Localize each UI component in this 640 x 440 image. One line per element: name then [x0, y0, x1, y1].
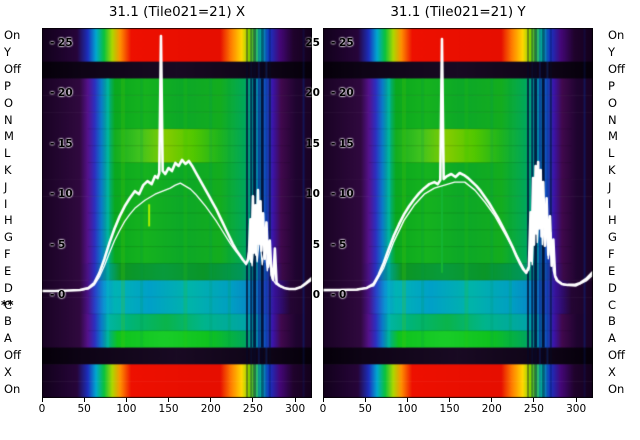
row-label-left-n-5: N [4, 112, 13, 127]
row-label-right-m-6: M [608, 129, 618, 144]
row-label-left-a-18: A [4, 331, 12, 346]
x-tick-mark-0-150 [168, 398, 170, 402]
row-label-left-off-19: Off [4, 347, 21, 362]
row-label-right-n-5: N [608, 112, 617, 127]
row-label-right-d-15: D [608, 280, 617, 295]
x-tick-label-0-200: 200 [200, 403, 221, 415]
y-tick-inner-y-5: - 5 [331, 238, 347, 251]
x-tick-label-0-0: 0 [38, 403, 46, 415]
row-label-right-o-4: O [608, 95, 618, 110]
row-label-right-a-18: A [608, 331, 616, 346]
row-label-left-g-12: G [4, 230, 13, 245]
x-tick-label-1-300: 300 [566, 403, 587, 415]
row-label-left-c-16: C [4, 297, 13, 312]
star-marker: ** [1, 297, 14, 312]
row-label-right-l-7: L [608, 146, 615, 161]
y-tick-inner-x-20: - 20 [50, 87, 73, 100]
y-tick-inner-y-15: - 15 [331, 137, 354, 150]
y-tick-gap-5: 5 [312, 238, 320, 251]
y-tick-gap-0: 0 [312, 289, 320, 301]
row-label-left-d-15: D [4, 280, 13, 295]
x-tick-label-1-150: 150 [439, 403, 460, 415]
row-label-right-off-2: Off [608, 62, 625, 77]
x-tick-label-1-50: 50 [358, 403, 372, 415]
row-label-right-off-19: Off [608, 347, 625, 362]
y-tick-inner-x-5: - 5 [50, 238, 66, 251]
row-label-left-p-3: P [4, 78, 11, 93]
x-tick-label-1-250: 250 [523, 403, 544, 415]
x-tick-label-0-250: 250 [242, 403, 263, 415]
row-label-right-f-13: F [608, 247, 615, 262]
row-label-left-b-17: B [4, 314, 12, 329]
row-label-right-on-21: On [608, 381, 625, 396]
row-label-left-j-9: J [4, 179, 8, 194]
row-label-left-off-2: Off [4, 62, 21, 77]
x-tick-mark-1-100 [406, 398, 408, 402]
x-tick-mark-0-200 [210, 398, 212, 402]
row-label-right-p-3: P [608, 78, 615, 93]
plot-title-y: 31.1 (Tile021=21) Y [390, 4, 526, 20]
row-label-right-c-16: C [608, 297, 617, 312]
x-tick-mark-1-250 [533, 398, 535, 402]
y-tick-inner-x-15: - 15 [50, 137, 73, 150]
y-tick-inner-x-0: - 0 [50, 289, 66, 301]
row-label-left-on-0: On [4, 28, 21, 43]
y-tick-inner-y-0: - 0 [331, 289, 347, 301]
y-tick-inner-y-10: - 10 [331, 188, 354, 201]
row-label-left-h-11: H [4, 213, 13, 228]
row-label-left-f-13: F [4, 247, 11, 262]
row-label-right-k-8: K [608, 162, 616, 177]
row-label-right-i-10: I [608, 196, 612, 211]
row-label-right-g-12: G [608, 230, 617, 245]
plot-title-x: 31.1 (Tile021=21) X [108, 4, 246, 20]
row-label-right-b-17: B [608, 314, 616, 329]
row-label-right-e-14: E [608, 263, 616, 278]
heatmap-plot-x [42, 28, 312, 398]
y-tick-inner-y-20: - 20 [331, 87, 354, 100]
row-label-left-y-1: Y [4, 45, 12, 60]
x-tick-label-1-100: 100 [397, 403, 418, 415]
x-tick-label-1-200: 200 [481, 403, 502, 415]
row-label-left-x-20: X [4, 364, 12, 379]
row-label-right-h-11: H [608, 213, 617, 228]
y-tick-inner-x-10: - 10 [50, 188, 73, 201]
row-label-left-on-21: On [4, 381, 21, 396]
row-label-left-o-4: O [4, 95, 14, 110]
x-tick-label-0-50: 50 [77, 403, 91, 415]
heatmap-x-canvas [42, 28, 312, 398]
x-tick-label-0-100: 100 [116, 403, 137, 415]
row-label-right-x-20: X [608, 364, 616, 379]
x-tick-mark-0-0 [41, 398, 43, 402]
heatmap-plot-y [323, 28, 593, 398]
x-tick-mark-1-50 [364, 398, 366, 402]
row-label-left-l-7: L [4, 146, 11, 161]
x-tick-mark-0-50 [83, 398, 85, 402]
x-tick-mark-1-300 [575, 398, 577, 402]
heatmap-y-canvas [323, 28, 593, 398]
x-tick-label-0-300: 300 [285, 403, 306, 415]
y-tick-gap-15: 15 [305, 137, 320, 150]
row-label-left-e-14: E [4, 263, 12, 278]
x-tick-mark-1-0 [322, 398, 324, 402]
x-tick-mark-1-150 [449, 398, 451, 402]
x-tick-label-1-0: 0 [319, 403, 327, 415]
x-tick-mark-0-100 [125, 398, 127, 402]
row-label-left-k-8: K [4, 162, 12, 177]
y-tick-inner-x-25: - 25 [50, 37, 73, 49]
y-tick-inner-y-25: - 25 [331, 37, 354, 49]
y-tick-gap-10: 10 [305, 188, 320, 201]
x-tick-mark-1-200 [491, 398, 493, 402]
row-label-left-i-10: I [4, 196, 8, 211]
y-tick-gap-20: 20 [305, 87, 320, 100]
x-tick-mark-0-250 [252, 398, 254, 402]
x-tick-mark-0-300 [294, 398, 296, 402]
row-label-right-on-0: On [608, 28, 625, 43]
row-label-right-j-9: J [608, 179, 612, 194]
y-tick-gap-25: 25 [305, 37, 320, 49]
x-tick-label-0-150: 150 [158, 403, 179, 415]
row-label-left-m-6: M [4, 129, 14, 144]
row-label-right-y-1: Y [608, 45, 616, 60]
